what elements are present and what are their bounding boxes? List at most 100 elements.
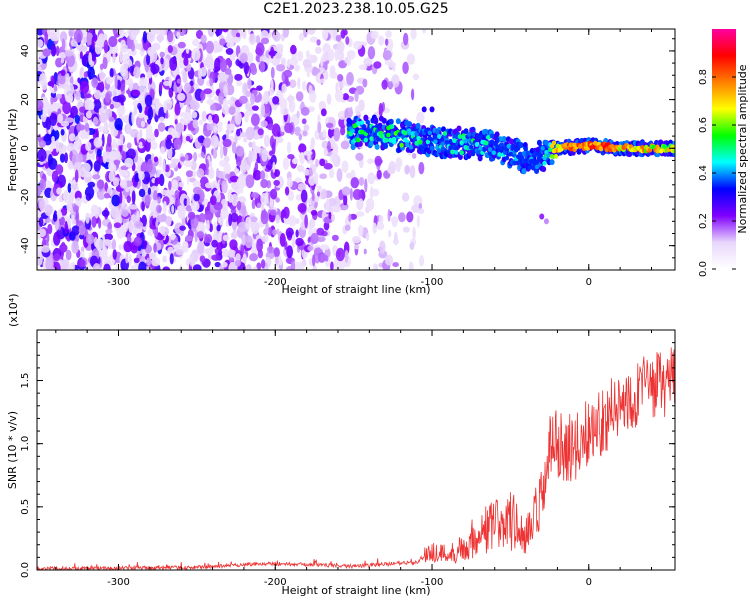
spectrogram-cell: [418, 139, 423, 145]
spectrogram-cell: [219, 58, 227, 73]
spectrogram-cell: [224, 68, 232, 75]
spectrogram-cell: [192, 264, 202, 270]
spectrogram-cell: [220, 198, 228, 212]
spectrogram-cell: [184, 154, 189, 162]
spectrogram-cell: [184, 235, 193, 242]
spectrogram-cell: [325, 198, 330, 212]
spectrogram-cell: [274, 169, 281, 177]
spectrogram-cell: [260, 120, 268, 128]
spectrogram-cell: [50, 96, 54, 105]
x-tick-label: -300: [107, 577, 130, 588]
spectrogram-cell: [204, 182, 214, 189]
spectrogram-cell: [548, 147, 553, 153]
spectrogram-cell: [42, 48, 51, 57]
spectrogram-cell: [344, 57, 348, 64]
spectrogram-cell: [356, 120, 361, 126]
spectrogram-cell: [421, 106, 427, 113]
spectrogram-cell: [119, 179, 128, 189]
spectrogram-cell: [384, 137, 389, 143]
spectrogram-cell: [337, 73, 344, 82]
spectrogram-cell: [112, 177, 120, 187]
spectrogram-cell: [151, 42, 161, 51]
spectrogram-cell: [217, 249, 223, 256]
snr-series-line: [37, 347, 675, 570]
spectrogram-cell: [328, 168, 335, 179]
spectrogram-cell: [185, 112, 193, 124]
spectrogram-cell: [71, 153, 76, 166]
spectrogram-cell: [307, 154, 311, 161]
spectrogram-cell: [260, 170, 266, 180]
spectrogram-cell: [303, 29, 308, 38]
spectrogram-cell: [403, 130, 408, 136]
spectrogram-cell: [383, 142, 389, 149]
spectrogram-cell: [365, 128, 370, 134]
spectrogram-cell: [523, 146, 528, 152]
colorbar-label: Normalized spectral amplitude: [736, 64, 749, 233]
spectrogram-cell: [334, 48, 339, 61]
spectrogram-cell: [88, 101, 95, 110]
spectrogram-cell: [504, 155, 510, 161]
spectrogram-cell: [217, 170, 226, 179]
spectrogram-cell: [279, 233, 286, 247]
spectrogram-cell: [205, 223, 210, 230]
spectrogram-cell: [79, 51, 83, 60]
spectrogram-cell: [147, 229, 151, 236]
spectrogram-cell: [37, 244, 42, 255]
spectrogram-cell: [412, 73, 420, 81]
spectrogram-cell: [280, 58, 285, 66]
spectrogram-cell: [141, 240, 147, 250]
spectrogram-cell: [219, 38, 226, 46]
spectrogram-cell: [170, 162, 177, 169]
spectrogram-cell: [381, 79, 388, 90]
spectrogram-cell: [96, 148, 102, 158]
spectrogram-cell: [215, 29, 220, 37]
spectrogram-cell: [160, 189, 170, 196]
y-tick-label: 20: [20, 93, 31, 106]
spectrogram-cell: [74, 29, 83, 43]
spectrogram-cell: [235, 253, 241, 262]
spectrogram-trace: [346, 106, 675, 225]
spectrogram-cell: [60, 120, 70, 127]
spectrogram-cell: [327, 140, 331, 153]
spectrogram-cell: [103, 240, 113, 247]
spectrogram-cell: [260, 192, 269, 206]
spectrogram-cell: [49, 112, 58, 127]
spectrogram-cell: [252, 169, 262, 181]
spectrogram-cell: [328, 211, 332, 220]
spectrogram-cell: [331, 234, 339, 242]
spectrogram-cell: [406, 211, 414, 223]
spectrogram-cell: [101, 161, 109, 168]
spectrogram-cell: [345, 36, 350, 45]
spectrogram-cell: [534, 159, 540, 165]
spectrogram-cell: [234, 111, 242, 125]
spectrogram-cell: [390, 124, 395, 129]
spectrogram-cell: [316, 185, 323, 193]
spectrogram-cell: [64, 220, 68, 234]
spectrogram-cell: [129, 204, 138, 210]
spectrogram-cell: [376, 136, 382, 142]
spectrogram-cell: [365, 232, 370, 242]
spectrogram-cell: [230, 212, 239, 223]
spectrogram-cell: [476, 149, 481, 155]
spectrogram-cell: [162, 266, 171, 270]
spectrogram-cell: [363, 137, 369, 143]
spectrogram-cell: [217, 125, 223, 133]
spectrogram-cell: [206, 123, 211, 131]
spectrogram-cell: [59, 51, 67, 59]
spectrogram-cell: [335, 247, 345, 262]
spectrogram-cell: [295, 229, 299, 238]
spectrogram-cell: [272, 96, 280, 105]
spectrogram-cell: [321, 188, 327, 200]
colorbar-tick-label: 0.6: [698, 117, 709, 133]
y-tick-label: -20: [20, 189, 31, 205]
spectrogram-cell: [156, 215, 165, 223]
spectrogram-cell: [551, 140, 557, 146]
spectrogram-cell: [138, 105, 143, 114]
spectrogram-cell: [378, 35, 385, 46]
spectrogram-cell: [138, 188, 146, 198]
spectrogram-cell: [119, 64, 127, 77]
spectrogram-cell: [192, 186, 203, 195]
spectrogram-cell: [118, 104, 124, 115]
spectrogram-cell: [198, 68, 203, 80]
spectrogram-cell: [59, 243, 68, 253]
